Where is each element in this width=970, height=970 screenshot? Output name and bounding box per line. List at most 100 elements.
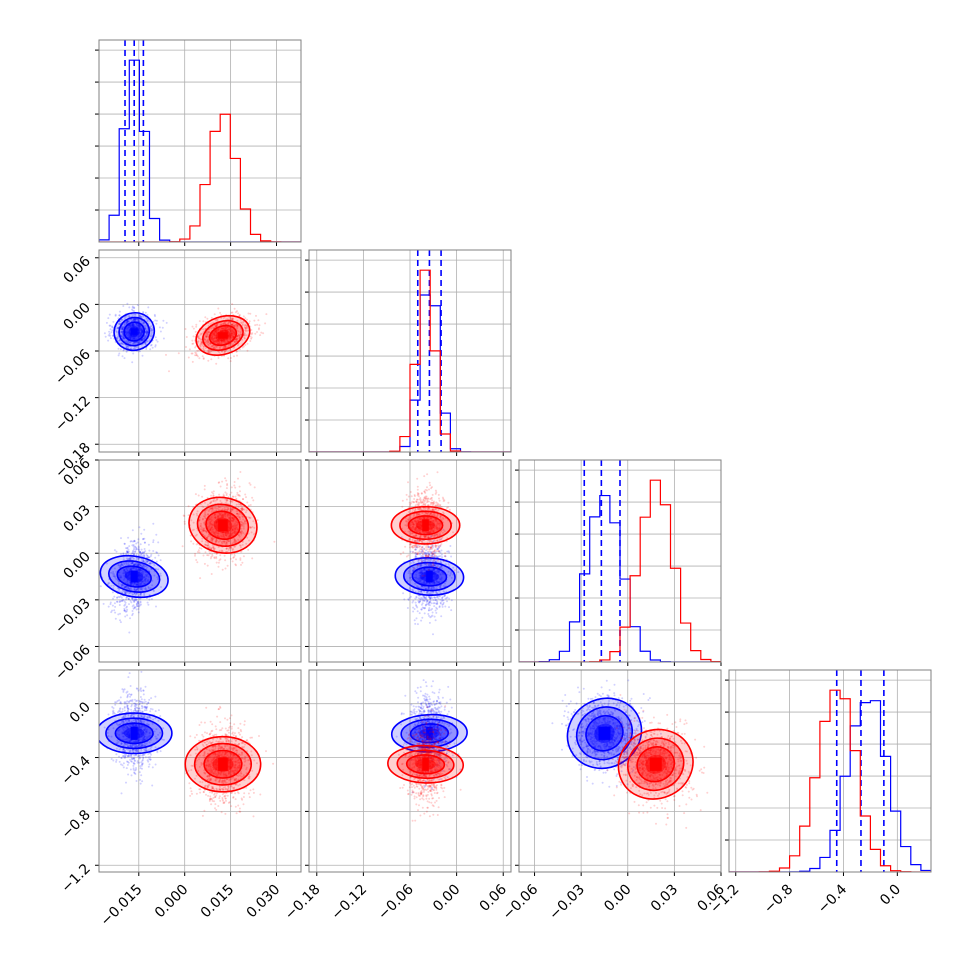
scatter-point <box>141 565 144 568</box>
scatter-point <box>116 337 119 340</box>
scatter-point <box>225 534 228 537</box>
scatter-point <box>217 504 220 507</box>
scatter-point <box>238 516 241 518</box>
scatter-point <box>221 327 224 330</box>
scatter-point <box>148 594 151 596</box>
scatter-point <box>137 347 140 350</box>
scatter-point <box>217 328 220 331</box>
scatter-point <box>226 326 229 329</box>
scatter-point <box>212 338 215 340</box>
scatter-point <box>134 550 136 553</box>
scatter-point <box>236 512 238 515</box>
scatter-point <box>231 529 234 532</box>
scatter-point <box>230 332 233 335</box>
scatter-point <box>229 336 232 339</box>
scatter-point <box>209 522 212 525</box>
scatter-point <box>238 335 241 338</box>
scatter-point <box>113 573 116 576</box>
scatter-point <box>436 595 439 598</box>
scatter-group <box>103 302 268 373</box>
scatter-point <box>232 542 235 544</box>
scatter-point <box>191 342 194 345</box>
scatter-point <box>135 542 138 545</box>
scatter-point <box>134 550 137 553</box>
scatter-point <box>118 574 120 577</box>
scatter-point <box>215 341 218 344</box>
scatter-point <box>240 507 243 510</box>
scatter-point <box>224 346 227 349</box>
scatter-point <box>116 327 119 330</box>
scatter-point <box>229 333 232 336</box>
scatter-point <box>232 518 235 521</box>
scatter-point <box>150 343 153 346</box>
scatter-point <box>242 498 244 501</box>
scatter-point <box>145 334 148 337</box>
scatter-point <box>244 317 247 320</box>
scatter-point <box>159 330 162 333</box>
scatter-point <box>136 602 139 604</box>
scatter-point <box>247 312 250 315</box>
scatter-point <box>422 607 425 609</box>
scatter-point <box>232 519 235 522</box>
scatter-point <box>418 550 421 553</box>
scatter-point <box>417 600 420 602</box>
scatter-point <box>216 515 219 518</box>
scatter-point <box>234 311 237 314</box>
scatter-point <box>223 495 226 498</box>
scatter-point <box>256 519 259 522</box>
scatter-point <box>219 499 222 502</box>
scatter-point <box>132 318 135 321</box>
scatter-point <box>145 329 148 332</box>
scatter-point <box>125 331 128 334</box>
scatter-point <box>140 331 143 334</box>
scatter-point <box>203 529 206 532</box>
scatter-point <box>423 607 426 610</box>
scatter-point <box>225 547 228 550</box>
scatter-point <box>133 341 136 344</box>
scatter-point <box>242 527 245 530</box>
scatter-point <box>132 545 135 548</box>
scatter-point <box>138 554 141 557</box>
scatter-point <box>215 329 218 332</box>
scatter-point <box>239 518 241 521</box>
scatter-point <box>146 560 149 563</box>
scatter-point <box>225 327 228 330</box>
scatter-point <box>239 490 241 493</box>
scatter-point <box>204 511 207 514</box>
scatter-point <box>240 531 243 534</box>
scatter-point <box>184 328 187 330</box>
scatter-point <box>224 328 226 331</box>
scatter-point <box>239 531 242 534</box>
scatter-point <box>195 352 198 355</box>
scatter-point <box>117 582 120 585</box>
scatter-point <box>222 514 225 517</box>
scatter-point <box>128 631 131 634</box>
scatter-point <box>205 332 208 335</box>
scatter-point <box>136 588 139 591</box>
scatter-point <box>235 524 238 527</box>
scatter-point <box>111 326 114 329</box>
scatter-point <box>213 336 216 339</box>
scatter-point <box>148 320 151 322</box>
scatter-point <box>231 317 234 320</box>
scatter-point <box>199 343 202 346</box>
scatter-point <box>249 516 252 519</box>
scatter-point <box>135 598 138 601</box>
scatter-point <box>123 568 126 571</box>
scatter-point <box>217 515 220 518</box>
scatter-point <box>146 331 149 334</box>
density-peak <box>130 328 138 335</box>
scatter-point <box>136 604 139 607</box>
scatter-point <box>258 327 260 330</box>
scatter-point <box>139 564 142 567</box>
scatter-point <box>426 600 429 603</box>
scatter-point <box>434 619 437 622</box>
scatter-point <box>126 569 129 572</box>
scatter-point <box>118 314 121 317</box>
scatter-point <box>159 559 162 562</box>
scatter-point <box>231 516 234 519</box>
scatter-point <box>222 322 225 325</box>
scatter-point <box>134 548 137 551</box>
scatter-point <box>233 539 236 542</box>
scatter-point <box>217 532 220 535</box>
